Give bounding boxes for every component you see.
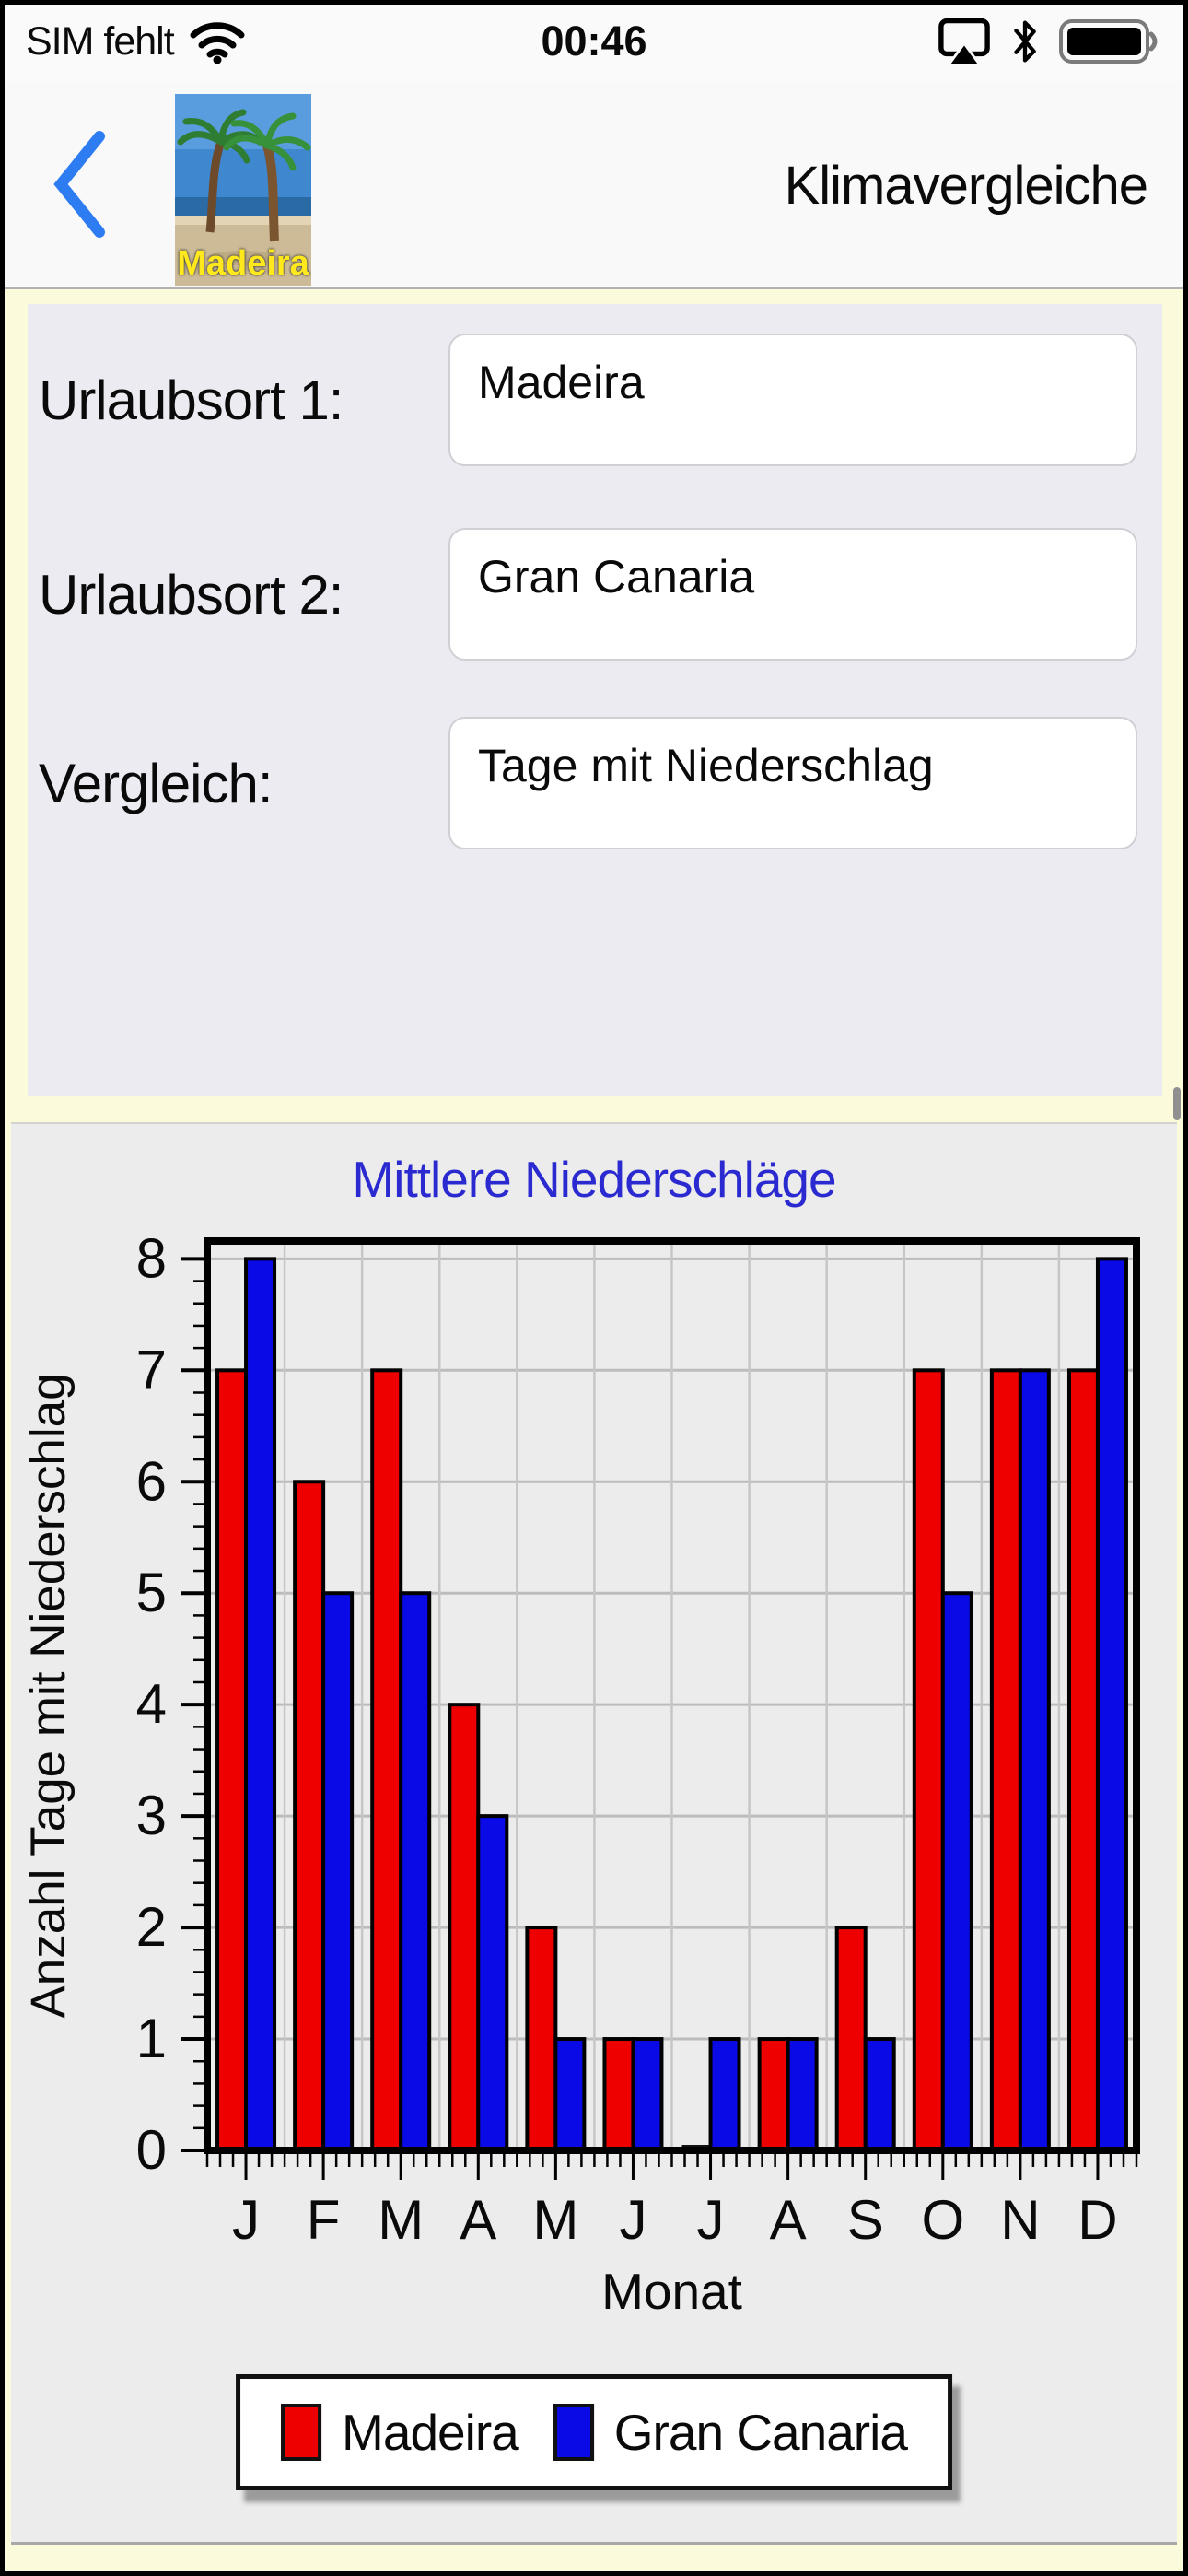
x-tick-label: F bbox=[307, 2189, 341, 2251]
chart-bar bbox=[912, 1368, 945, 2152]
chart-bar bbox=[631, 2037, 664, 2153]
back-button[interactable] bbox=[46, 129, 111, 240]
y-tick-label: 1 bbox=[136, 2008, 167, 2069]
x-tick-label: O bbox=[921, 2189, 964, 2251]
chart-bar bbox=[602, 2037, 635, 2153]
app-icon-image: Madeira bbox=[175, 94, 311, 286]
y-axis-label: Anzahl Tage mit Niederschlag bbox=[21, 1373, 76, 2018]
y-tick-label: 2 bbox=[136, 1896, 167, 1958]
chart-bar bbox=[476, 1814, 509, 2152]
madeira-legend-label: Madeira bbox=[342, 2404, 519, 2461]
form-row-resort1: Urlaubsort 1: bbox=[28, 334, 1162, 466]
beach-photo-graphic bbox=[175, 94, 311, 286]
chart-bar bbox=[244, 1257, 277, 2152]
chart-bar bbox=[989, 1368, 1022, 2152]
chart-bar bbox=[215, 1368, 249, 2152]
gran-canaria-legend-label: Gran Canaria bbox=[613, 2404, 908, 2461]
battery-icon bbox=[1059, 18, 1160, 64]
x-tick-label: D bbox=[1077, 2189, 1117, 2251]
x-tick-label: J bbox=[232, 2189, 260, 2251]
chart-bar bbox=[1095, 1257, 1128, 2152]
chart-bar bbox=[863, 2037, 896, 2153]
comparison-input[interactable] bbox=[448, 717, 1137, 849]
chart-bar bbox=[525, 1926, 558, 2153]
chart-bar bbox=[786, 2037, 819, 2153]
nav-bar: Madeira Klimavergleiche bbox=[0, 83, 1188, 289]
chart-title: Mittlere Niederschläge bbox=[352, 1151, 836, 1208]
resort1-input[interactable] bbox=[448, 334, 1137, 466]
app-icon-label: Madeira bbox=[177, 244, 309, 283]
x-tick-label: J bbox=[619, 2189, 646, 2251]
chart-bar bbox=[448, 1703, 481, 2152]
x-tick-label: M bbox=[378, 2189, 424, 2251]
legend-item-madeira: Madeira bbox=[281, 2403, 519, 2462]
x-tick-label: J bbox=[697, 2189, 725, 2251]
chart-bar bbox=[940, 1591, 973, 2152]
form-row-comparison: Vergleich: bbox=[28, 717, 1162, 849]
comparison-label: Vergleich: bbox=[39, 752, 273, 814]
chart-bar bbox=[1066, 1368, 1100, 2152]
y-tick-label: 5 bbox=[136, 1562, 167, 1623]
page-title: Klimavergleiche bbox=[784, 155, 1148, 216]
screen-mirroring-icon bbox=[938, 18, 991, 65]
carrier-label: SIM fehlt bbox=[26, 18, 175, 64]
plot-frame bbox=[204, 1237, 1140, 2154]
chart-bar bbox=[321, 1591, 355, 2152]
resort1-label: Urlaubsort 1: bbox=[39, 369, 344, 431]
chart-bar bbox=[708, 2037, 741, 2153]
y-tick-label: 4 bbox=[136, 1673, 167, 1735]
chevron-left-icon bbox=[46, 129, 111, 240]
legend-item-gran-canaria: Gran Canaria bbox=[553, 2403, 908, 2462]
chart-bar bbox=[293, 1480, 326, 2152]
clock-label: 00:46 bbox=[541, 18, 647, 64]
madeira-swatch bbox=[281, 2404, 322, 2461]
status-bar: SIM fehlt 00:46 bbox=[0, 0, 1188, 83]
y-tick-label: 0 bbox=[136, 2119, 167, 2181]
chart-bar bbox=[553, 2037, 587, 2153]
form-row-resort2: Urlaubsort 2: bbox=[28, 528, 1162, 661]
y-tick-label: 6 bbox=[136, 1450, 167, 1512]
wifi-icon bbox=[189, 19, 246, 64]
y-tick-label: 8 bbox=[136, 1227, 167, 1289]
x-tick-label: M bbox=[532, 2189, 578, 2251]
gran-canaria-swatch bbox=[553, 2404, 594, 2461]
status-left-group: SIM fehlt bbox=[26, 0, 246, 83]
resort2-label: Urlaubsort 2: bbox=[39, 563, 344, 626]
y-tick-label: 7 bbox=[136, 1339, 167, 1400]
y-tick-label: 3 bbox=[136, 1785, 167, 1846]
x-axis-label: Monat bbox=[601, 2263, 742, 2320]
x-tick-label: A bbox=[460, 2189, 496, 2251]
status-right-group bbox=[938, 0, 1160, 83]
chart-bar bbox=[370, 1368, 403, 2152]
bluetooth-icon bbox=[1011, 18, 1039, 64]
chart-legend: Madeira Gran Canaria bbox=[236, 2374, 952, 2490]
chart-bar bbox=[399, 1591, 432, 2152]
comparison-form: Urlaubsort 1: Urlaubsort 2: Vergleich: bbox=[28, 304, 1162, 1096]
resort2-input[interactable] bbox=[448, 528, 1137, 661]
chart-bar bbox=[1018, 1368, 1051, 2152]
x-tick-label: A bbox=[770, 2189, 807, 2251]
chart-bar bbox=[834, 1926, 868, 2153]
scrollbar-indicator bbox=[1173, 1087, 1181, 1120]
chart-bar bbox=[757, 2037, 790, 2153]
x-tick-label: N bbox=[1000, 2189, 1040, 2251]
x-tick-label: S bbox=[847, 2189, 884, 2251]
